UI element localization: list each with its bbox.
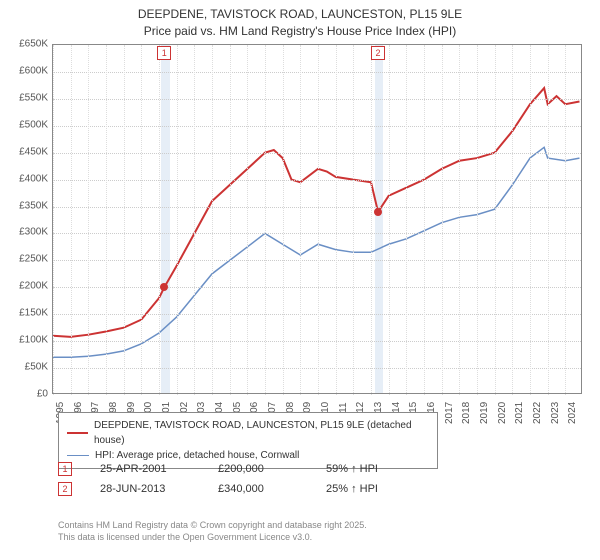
xtick-label: 2023	[550, 402, 561, 424]
legend-row: HPI: Average price, detached house, Corn…	[67, 448, 429, 463]
title-line-1: DEEPDENE, TAVISTOCK ROAD, LAUNCESTON, PL…	[0, 6, 600, 23]
xtick-label: 2019	[479, 402, 490, 424]
sale-date: 28-JUN-2013	[100, 483, 190, 495]
xtick-label: 2017	[444, 402, 455, 424]
sale-marker: 1	[58, 462, 72, 476]
ytick-label: £550K	[6, 92, 48, 103]
legend-box: DEEPDENE, TAVISTOCK ROAD, LAUNCESTON, PL…	[58, 412, 438, 469]
ytick-label: £50K	[6, 362, 48, 373]
xtick-label: 2022	[532, 402, 543, 424]
legend-row: DEEPDENE, TAVISTOCK ROAD, LAUNCESTON, PL…	[67, 418, 429, 448]
legend-swatch	[67, 432, 88, 434]
xtick-label: 2021	[514, 402, 525, 424]
ytick-label: £300K	[6, 227, 48, 238]
xtick-label: 2018	[461, 402, 472, 424]
chart-plot-area: 12	[52, 44, 582, 394]
chart-marker-box: 1	[157, 46, 171, 60]
sale-price: £340,000	[218, 483, 298, 495]
footer-line-2: This data is licensed under the Open Gov…	[58, 532, 367, 544]
ytick-label: £100K	[6, 335, 48, 346]
ytick-label: £0	[6, 389, 48, 400]
sale-marker: 2	[58, 482, 72, 496]
xtick-label: 2024	[567, 402, 578, 424]
sale-date: 25-APR-2001	[100, 463, 190, 475]
sale-row: 1 25-APR-2001 £200,000 59% ↑ HPI	[58, 462, 416, 476]
title-block: DEEPDENE, TAVISTOCK ROAD, LAUNCESTON, PL…	[0, 0, 600, 42]
sales-list: 1 25-APR-2001 £200,000 59% ↑ HPI 2 28-JUN-201…	[58, 462, 416, 502]
sale-row: 2 28-JUN-2013 £340,000 25% ↑ HPI	[58, 482, 416, 496]
footer-line-1: Contains HM Land Registry data © Crown c…	[58, 520, 367, 532]
chart-container: DEEPDENE, TAVISTOCK ROAD, LAUNCESTON, PL…	[0, 0, 600, 560]
sale-pct: 59% ↑ HPI	[326, 463, 416, 475]
ytick-label: £150K	[6, 308, 48, 319]
ytick-label: £350K	[6, 200, 48, 211]
legend-label: DEEPDENE, TAVISTOCK ROAD, LAUNCESTON, PL…	[94, 418, 429, 448]
ytick-label: £500K	[6, 119, 48, 130]
sale-dot	[160, 283, 168, 291]
ytick-label: £450K	[6, 146, 48, 157]
xtick-label: 2020	[497, 402, 508, 424]
legend-label: HPI: Average price, detached house, Corn…	[95, 448, 299, 463]
ytick-label: £600K	[6, 65, 48, 76]
footer-attribution: Contains HM Land Registry data © Crown c…	[58, 520, 367, 543]
sale-dot	[374, 208, 382, 216]
ytick-label: £200K	[6, 281, 48, 292]
chart-marker-box: 2	[371, 46, 385, 60]
sale-price: £200,000	[218, 463, 298, 475]
ytick-label: £400K	[6, 173, 48, 184]
ytick-label: £650K	[6, 39, 48, 50]
title-line-2: Price paid vs. HM Land Registry's House …	[0, 23, 600, 40]
sale-pct: 25% ↑ HPI	[326, 483, 416, 495]
ytick-label: £250K	[6, 254, 48, 265]
legend-swatch	[67, 455, 89, 456]
